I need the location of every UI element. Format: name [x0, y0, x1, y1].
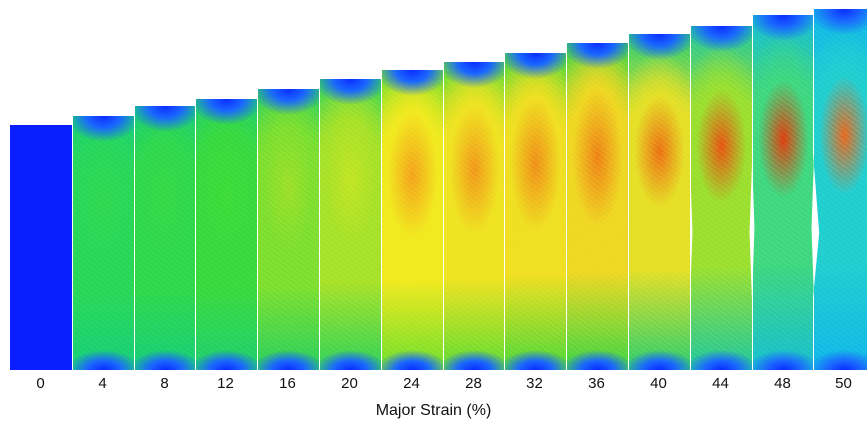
speckle-texture	[382, 70, 443, 370]
specimen-strip	[10, 125, 73, 370]
axis-label: Major Strain (%)	[375, 402, 492, 419]
grip-top	[258, 89, 319, 115]
grip-bottom	[135, 350, 196, 370]
specimen-strip	[195, 99, 257, 370]
specimen-strip	[566, 43, 628, 370]
specimen-strip	[443, 62, 505, 370]
speckle-texture	[73, 116, 134, 370]
strain-tick-label: 40	[650, 375, 667, 392]
speckle-texture	[753, 15, 814, 370]
grip-top	[753, 15, 814, 41]
strain-tick-label: 36	[588, 375, 605, 392]
speckle-texture	[814, 9, 867, 370]
strain-tick-label: 50	[835, 375, 852, 392]
specimen-strip	[690, 26, 752, 370]
strain-tick-label: 12	[217, 375, 234, 392]
strain-field	[320, 79, 381, 370]
grip-top	[629, 34, 690, 60]
grip-bottom	[814, 350, 867, 370]
grip-top	[135, 106, 196, 132]
grip-bottom	[73, 350, 134, 370]
grip-top	[814, 9, 867, 35]
strain-tick-label: 44	[712, 375, 729, 392]
grip-bottom	[753, 350, 814, 370]
grip-top	[505, 53, 566, 79]
grip-top	[73, 116, 134, 142]
grip-top	[382, 70, 443, 96]
grip-bottom	[444, 350, 505, 370]
specimen-strip	[257, 89, 319, 370]
strain-tick-label: 24	[403, 375, 420, 392]
speckle-texture	[567, 43, 628, 370]
strain-field	[258, 89, 319, 370]
grip-bottom	[505, 350, 566, 370]
strain-field	[444, 62, 505, 370]
specimen-strip	[752, 15, 814, 370]
strain-tick-label: 48	[774, 375, 791, 392]
speckle-texture	[691, 26, 752, 370]
strain-tick-labels: 0 4 8 12 16 20 24 28 32 36 40 44 48 50	[0, 374, 867, 396]
grip-top	[691, 26, 752, 52]
grip-bottom	[320, 350, 381, 370]
specimen-strip	[72, 116, 134, 370]
speckle-texture	[505, 53, 566, 370]
strain-tick-label: 32	[526, 375, 543, 392]
strain-tick-label: 4	[98, 375, 107, 392]
strain-field	[814, 9, 867, 370]
grip-top	[444, 62, 505, 88]
strain-tick-label: 0	[36, 375, 45, 392]
specimen-strip	[813, 9, 867, 370]
strain-field	[382, 70, 443, 370]
strain-field	[691, 26, 752, 370]
speckle-texture	[258, 89, 319, 370]
grip-bottom	[629, 350, 690, 370]
grip-top	[320, 79, 381, 105]
specimen-strips	[10, 9, 867, 370]
specimen-strip	[628, 34, 690, 370]
speckle-texture	[444, 62, 505, 370]
strain-field	[629, 34, 690, 370]
grip-bottom	[382, 350, 443, 370]
specimen-strip	[504, 53, 566, 370]
specimen-strip	[319, 79, 381, 370]
grip-top	[196, 99, 257, 125]
strain-tick-label: 8	[160, 375, 169, 392]
speckle-texture	[629, 34, 690, 370]
grip-top	[567, 43, 628, 69]
strain-field	[505, 53, 566, 370]
grip-bottom	[196, 350, 257, 370]
strain-field	[567, 43, 628, 370]
strain-field	[196, 99, 257, 370]
grip-bottom	[691, 350, 752, 370]
strain-tick-label: 20	[341, 375, 358, 392]
specimen-strip	[134, 106, 196, 370]
speckle-texture	[196, 99, 257, 370]
strain-field	[135, 106, 196, 370]
strain-tick-label: 28	[465, 375, 482, 392]
strain-field	[753, 15, 814, 370]
grip-bottom	[567, 350, 628, 370]
grip-bottom	[258, 350, 319, 370]
specimen-strip	[381, 70, 443, 370]
speckle-texture	[135, 106, 196, 370]
strain-field	[73, 116, 134, 370]
strain-field	[10, 125, 73, 370]
strain-tick-label: 16	[279, 375, 296, 392]
speckle-texture	[320, 79, 381, 370]
